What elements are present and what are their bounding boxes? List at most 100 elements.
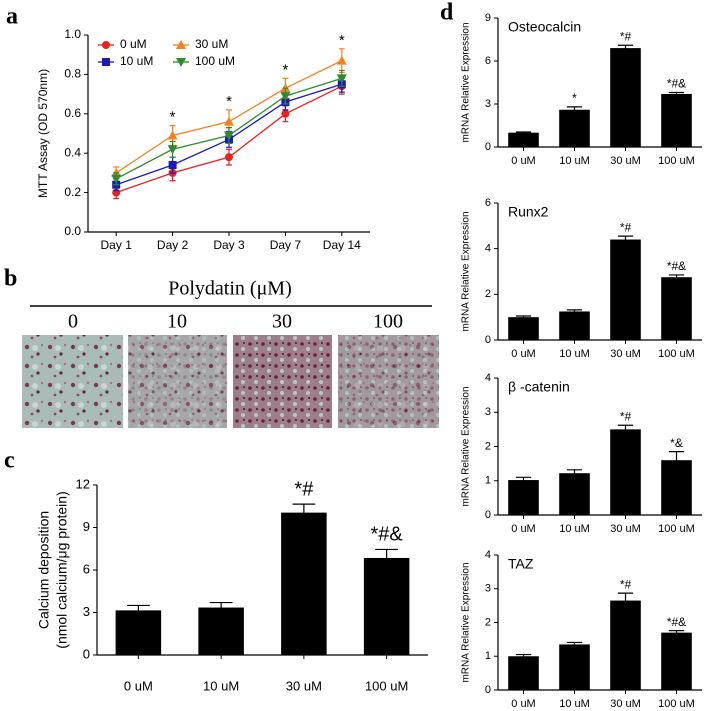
error-bar (668, 274, 685, 281)
stain-image (22, 335, 123, 428)
x-tick-label: 100 uM (658, 155, 695, 167)
bar (610, 429, 641, 515)
error-bar (668, 91, 685, 96)
y-tick-label: 0 (485, 509, 491, 521)
bar (661, 277, 692, 340)
chart-title: Runx2 (508, 204, 549, 220)
y-tick-label: 0 (485, 141, 491, 153)
chart-title: Osteocalcin (508, 19, 581, 35)
annotation: *#& (371, 524, 404, 546)
y-tick-label: 0.8 (64, 67, 81, 81)
x-tick-label: 100 uM (365, 678, 408, 693)
stain-overlay (128, 335, 227, 428)
annotation: *& (670, 436, 683, 450)
image-label: 0 (68, 311, 78, 333)
y-tick-label: 0.2 (64, 185, 81, 199)
legend-label: 100 uM (195, 54, 235, 68)
bar (610, 48, 641, 147)
y-axis-label: mRNA Relative Expression (461, 562, 472, 682)
legend-marker (102, 58, 110, 66)
bar (508, 317, 539, 340)
panel-label: b (4, 266, 17, 292)
y-tick-label: 3 (485, 98, 491, 110)
legend-label: 0 uM (120, 37, 147, 51)
error-bar (375, 548, 399, 568)
bar (661, 632, 692, 690)
x-tick-label: 10 uM (559, 155, 590, 167)
error-bar (292, 503, 316, 522)
y-tick-label: 2 (485, 440, 491, 452)
y-tick-label: 1 (485, 650, 491, 662)
error-bar (515, 131, 532, 134)
legend-label: 10 uM (120, 54, 153, 68)
x-tick-label: 30 uM (610, 698, 641, 710)
y-tick-label: 9 (83, 519, 90, 534)
error-bar (617, 592, 634, 609)
marker (225, 153, 233, 162)
legend-marker (102, 41, 110, 49)
x-tick-label: 0 uM (511, 155, 535, 167)
y-axis-label: (nmol calcium/μg protein) (54, 491, 70, 648)
stain-image (233, 335, 332, 428)
bar (198, 607, 244, 655)
x-tick-label: 100 uM (658, 698, 695, 710)
y-axis-label: MTT Assay (OD 570nm) (36, 69, 50, 198)
panel-label: c (4, 448, 15, 474)
x-tick-label: 10 uM (203, 678, 239, 693)
error-bar (209, 601, 233, 614)
y-tick-label: 4 (485, 549, 491, 561)
chart-title: β -catenin (508, 379, 570, 395)
error-bar (566, 106, 583, 114)
error-bar (617, 424, 634, 435)
annotation: * (226, 93, 232, 110)
x-tick-label: 0 uM (124, 678, 153, 693)
y-tick-label: 3 (83, 604, 90, 619)
marker (167, 130, 178, 140)
y-tick-label: 1.0 (64, 27, 81, 41)
x-tick-label: 30 uM (610, 523, 641, 535)
annotation: * (339, 32, 345, 49)
x-tick-label: 10 uM (559, 523, 590, 535)
marker (280, 92, 291, 102)
y-tick-label: 4 (485, 372, 491, 384)
y-tick-label: 6 (485, 197, 491, 209)
x-tick-label: 100 uM (658, 523, 695, 535)
x-tick-label: Day 14 (323, 238, 361, 252)
x-tick-label: 0 uM (511, 523, 535, 535)
bar (610, 600, 641, 690)
x-tick-label: Day 3 (213, 238, 245, 252)
marker (224, 116, 234, 126)
y-axis-label: mRNA Relative Expression (461, 22, 472, 142)
stain-overlay (338, 335, 439, 428)
bar (508, 132, 539, 147)
annotation: *# (620, 220, 632, 234)
marker (167, 145, 178, 155)
panel-label: d (440, 0, 454, 26)
error-bar (515, 653, 532, 659)
image-label: 10 (167, 311, 187, 333)
y-tick-label: 4 (485, 243, 491, 255)
bar (559, 644, 590, 690)
bar (559, 473, 590, 515)
x-tick-label: 10 uM (559, 348, 590, 360)
y-axis-label: Calcium deposition (36, 511, 52, 629)
error-bar (515, 315, 532, 319)
image-panel-title: Polydatin (μM) (168, 278, 292, 300)
annotation: *# (294, 478, 314, 500)
marker (168, 161, 177, 170)
image-label: 100 (373, 311, 403, 333)
bar (508, 480, 539, 515)
y-tick-label: 6 (485, 55, 491, 67)
annotation: *#& (667, 615, 686, 629)
annotation: *#& (667, 259, 686, 273)
marker (111, 174, 122, 184)
marker (336, 74, 347, 84)
y-tick-label: 0 (485, 684, 491, 696)
bar (281, 512, 327, 655)
error-bar (617, 44, 634, 52)
x-tick-label: Day 2 (157, 238, 189, 252)
y-tick-label: 0 (485, 334, 491, 346)
x-tick-label: 30 uM (610, 155, 641, 167)
annotation: * (170, 109, 176, 126)
